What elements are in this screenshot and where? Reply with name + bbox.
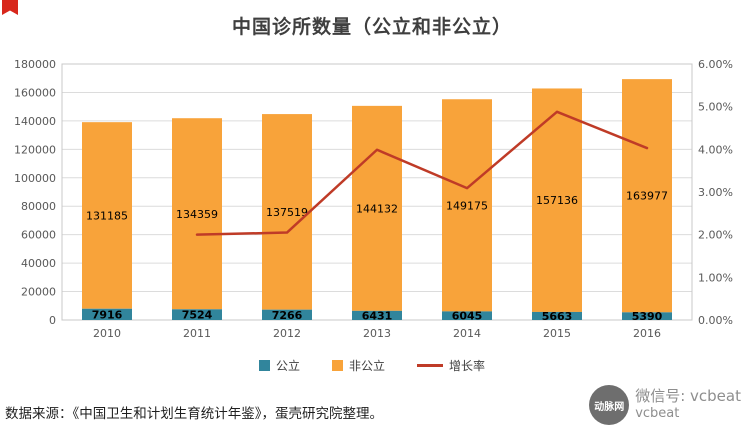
legend-item-public: 公立 — [258, 357, 300, 374]
legend: 公立 非公立 增长率 — [0, 357, 744, 374]
svg-text:3.00%: 3.00% — [698, 186, 733, 199]
svg-text:5663: 5663 — [542, 310, 573, 323]
clinics-stacked-bar-chart: 0 20000 40000 60000 80000 100000 120000 140000 1… — [14, 58, 733, 340]
svg-text:163977: 163977 — [626, 190, 668, 203]
svg-text:7524: 7524 — [182, 309, 213, 322]
nonpublic-swatch-icon — [331, 360, 343, 371]
svg-text:7916: 7916 — [92, 308, 123, 321]
svg-text:2.00%: 2.00% — [698, 229, 733, 242]
svg-text:2014: 2014 — [453, 327, 481, 340]
svg-text:60000: 60000 — [21, 229, 56, 242]
svg-text:149175: 149175 — [446, 199, 488, 212]
svg-text:137519: 137519 — [266, 206, 308, 219]
svg-text:2013: 2013 — [363, 327, 391, 340]
chart-title: 中国诊所数量（公立和非公立） — [231, 16, 512, 38]
svg-text:0: 0 — [49, 314, 56, 327]
svg-text:140000: 140000 — [14, 115, 56, 128]
svg-text:2011: 2011 — [183, 327, 211, 340]
svg-text:157136: 157136 — [536, 194, 578, 207]
svg-text:134359: 134359 — [176, 208, 218, 221]
svg-text:2010: 2010 — [93, 327, 121, 340]
svg-text:5.00%: 5.00% — [698, 101, 733, 114]
svg-text:2016: 2016 — [633, 327, 661, 340]
legend-label-nonpublic: 非公立 — [348, 359, 385, 373]
svg-text:20000: 20000 — [21, 286, 56, 299]
svg-text:6045: 6045 — [452, 310, 483, 323]
vcbeat-logo-icon: 动脉网 — [589, 385, 630, 425]
svg-text:160000: 160000 — [14, 86, 56, 99]
svg-text:40000: 40000 — [21, 257, 56, 270]
corner-logo — [2, 0, 18, 15]
legend-item-nonpublic: 非公立 — [331, 357, 385, 374]
svg-text:1.00%: 1.00% — [698, 271, 733, 284]
svg-text:2015: 2015 — [543, 327, 571, 340]
site-name: vcbeat — [635, 406, 680, 422]
vcbeat-logo-text: 动脉网 — [594, 401, 625, 413]
svg-text:0.00%: 0.00% — [698, 314, 733, 327]
watermark: 动脉网 微信号: vcbeat vcbeat — [589, 385, 741, 425]
public-swatch-icon — [258, 360, 270, 371]
svg-text:80000: 80000 — [21, 200, 56, 213]
svg-text:144132: 144132 — [356, 202, 398, 215]
legend-label-growth: 增长率 — [449, 359, 486, 373]
svg-text:120000: 120000 — [14, 143, 56, 156]
svg-text:4.00%: 4.00% — [698, 143, 733, 156]
legend-label-public: 公立 — [275, 359, 300, 373]
source-note: 数据来源：《中国卫生和计划生育统计年鉴》，蛋壳研究院整理。 — [5, 406, 383, 422]
svg-text:2012: 2012 — [273, 327, 301, 340]
svg-text:5390: 5390 — [632, 310, 663, 323]
svg-text:6431: 6431 — [362, 309, 393, 322]
svg-text:6.00%: 6.00% — [698, 58, 733, 71]
growth-line-swatch-icon — [417, 364, 443, 367]
watermark-text: 微信号: vcbeat vcbeat — [635, 387, 741, 423]
svg-text:100000: 100000 — [14, 172, 56, 185]
svg-text:131185: 131185 — [86, 209, 128, 222]
svg-text:7266: 7266 — [272, 309, 303, 322]
svg-text:180000: 180000 — [14, 58, 56, 71]
legend-item-growth: 增长率 — [417, 357, 485, 374]
wechat-id: 微信号: vcbeat — [635, 386, 741, 405]
